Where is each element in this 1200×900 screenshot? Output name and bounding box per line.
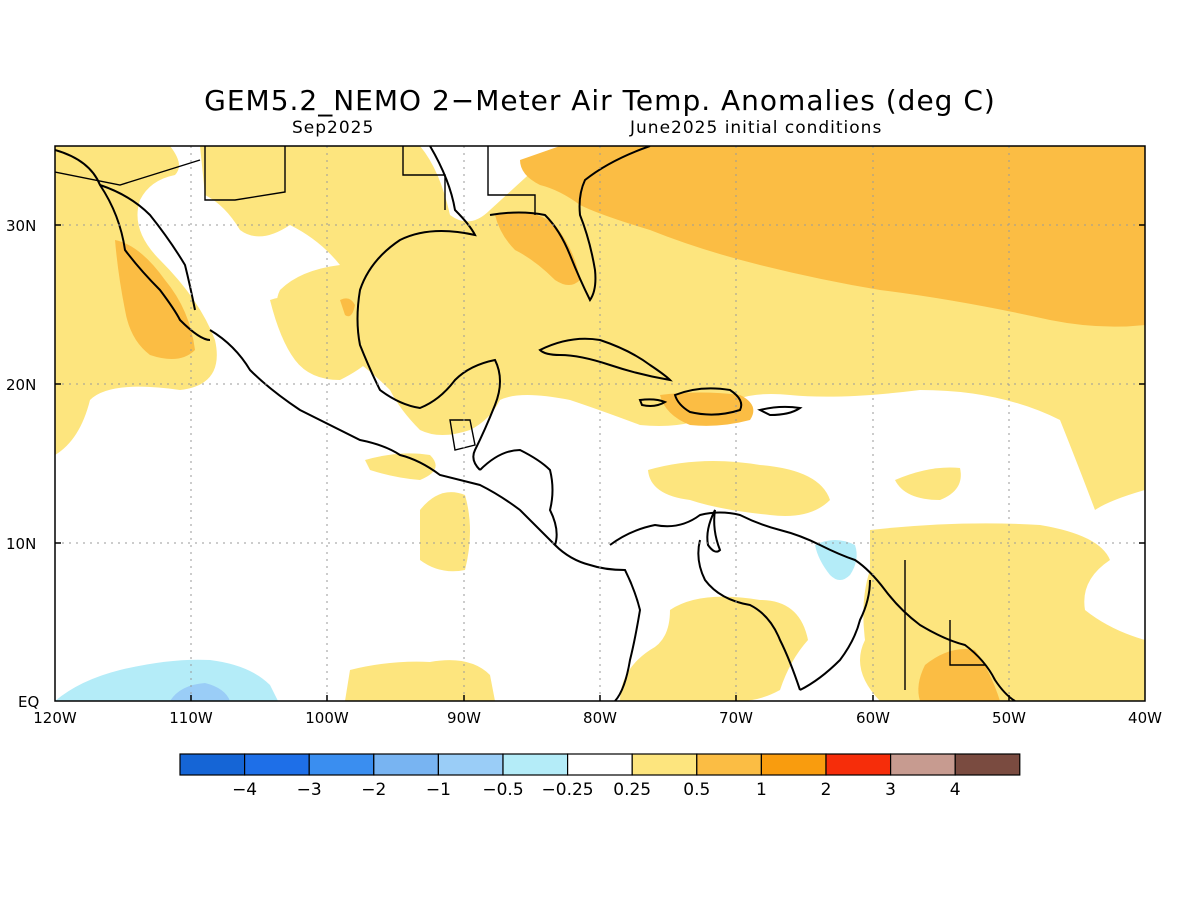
lon-label-100w: 100W bbox=[305, 709, 349, 727]
colorbar-swatch bbox=[631, 753, 698, 776]
lat-label-20n: 20N bbox=[6, 376, 36, 394]
lon-label-80w: 80W bbox=[583, 709, 617, 727]
lon-label-120w: 120W bbox=[33, 709, 77, 727]
country-borders bbox=[55, 146, 985, 690]
colorbar-swatch bbox=[566, 753, 633, 776]
lat-label-10n: 10N bbox=[6, 535, 36, 553]
colorbar-label: −3 bbox=[297, 780, 322, 800]
colorbar bbox=[179, 753, 1021, 776]
colorbar-swatch bbox=[760, 753, 827, 776]
colorbar-swatch bbox=[308, 753, 375, 776]
colorbar-label: 4 bbox=[950, 780, 961, 800]
colorbar-swatch bbox=[825, 753, 892, 776]
colorbar-label: −1 bbox=[426, 780, 451, 800]
lon-label-40w: 40W bbox=[1128, 709, 1162, 727]
colorbar-swatch bbox=[437, 753, 504, 776]
colorbar-label: 1 bbox=[756, 780, 767, 800]
anomaly-neg-0.5-1-region bbox=[170, 683, 230, 701]
colorbar-swatch bbox=[244, 753, 310, 776]
colorbar-swatch bbox=[889, 753, 956, 776]
lon-label-50w: 50W bbox=[992, 709, 1026, 727]
lat-label-30n: 30N bbox=[6, 217, 36, 235]
colorbar-swatch bbox=[373, 753, 439, 776]
anomaly-fields bbox=[55, 146, 1145, 701]
colorbar-label: 0.25 bbox=[613, 780, 651, 800]
colorbar-label: −2 bbox=[361, 780, 386, 800]
lon-label-90w: 90W bbox=[447, 709, 481, 727]
lon-axis bbox=[190, 695, 1010, 701]
lat-label-eq: EQ bbox=[18, 693, 39, 711]
colorbar-swatch bbox=[954, 753, 1021, 776]
colorbar-label: 3 bbox=[885, 780, 896, 800]
anomaly-0.5-1-regions bbox=[115, 146, 1145, 701]
lat-axis bbox=[55, 224, 1145, 544]
colorbar-labels: −4 −3 −2 −1 −0.5 −0.25 0.25 0.5 1 2 3 4 bbox=[232, 780, 961, 800]
initial-conditions: June2025 initial conditions bbox=[630, 118, 883, 138]
colorbar-label: 2 bbox=[821, 780, 832, 800]
forecast-month: Sep2025 bbox=[292, 118, 375, 138]
coastlines bbox=[55, 146, 1016, 701]
colorbar-swatch bbox=[696, 753, 762, 776]
lon-label-110w: 110W bbox=[169, 709, 213, 727]
colorbar-swatch bbox=[502, 753, 569, 776]
colorbar-swatch bbox=[179, 753, 246, 776]
anomaly-neg-0.25-0.5-regions bbox=[55, 540, 857, 701]
colorbar-label: 0.5 bbox=[683, 780, 710, 800]
gridlines bbox=[55, 146, 1145, 701]
colorbar-label: −0.5 bbox=[482, 780, 523, 800]
lon-label-60w: 60W bbox=[856, 709, 890, 727]
colorbar-label: −0.25 bbox=[542, 780, 594, 800]
map-title: GEM5.2_NEMO 2−Meter Air Temp. Anomalies … bbox=[204, 84, 996, 117]
lon-label-70w: 70W bbox=[719, 709, 753, 727]
colorbar-label: −4 bbox=[232, 780, 257, 800]
